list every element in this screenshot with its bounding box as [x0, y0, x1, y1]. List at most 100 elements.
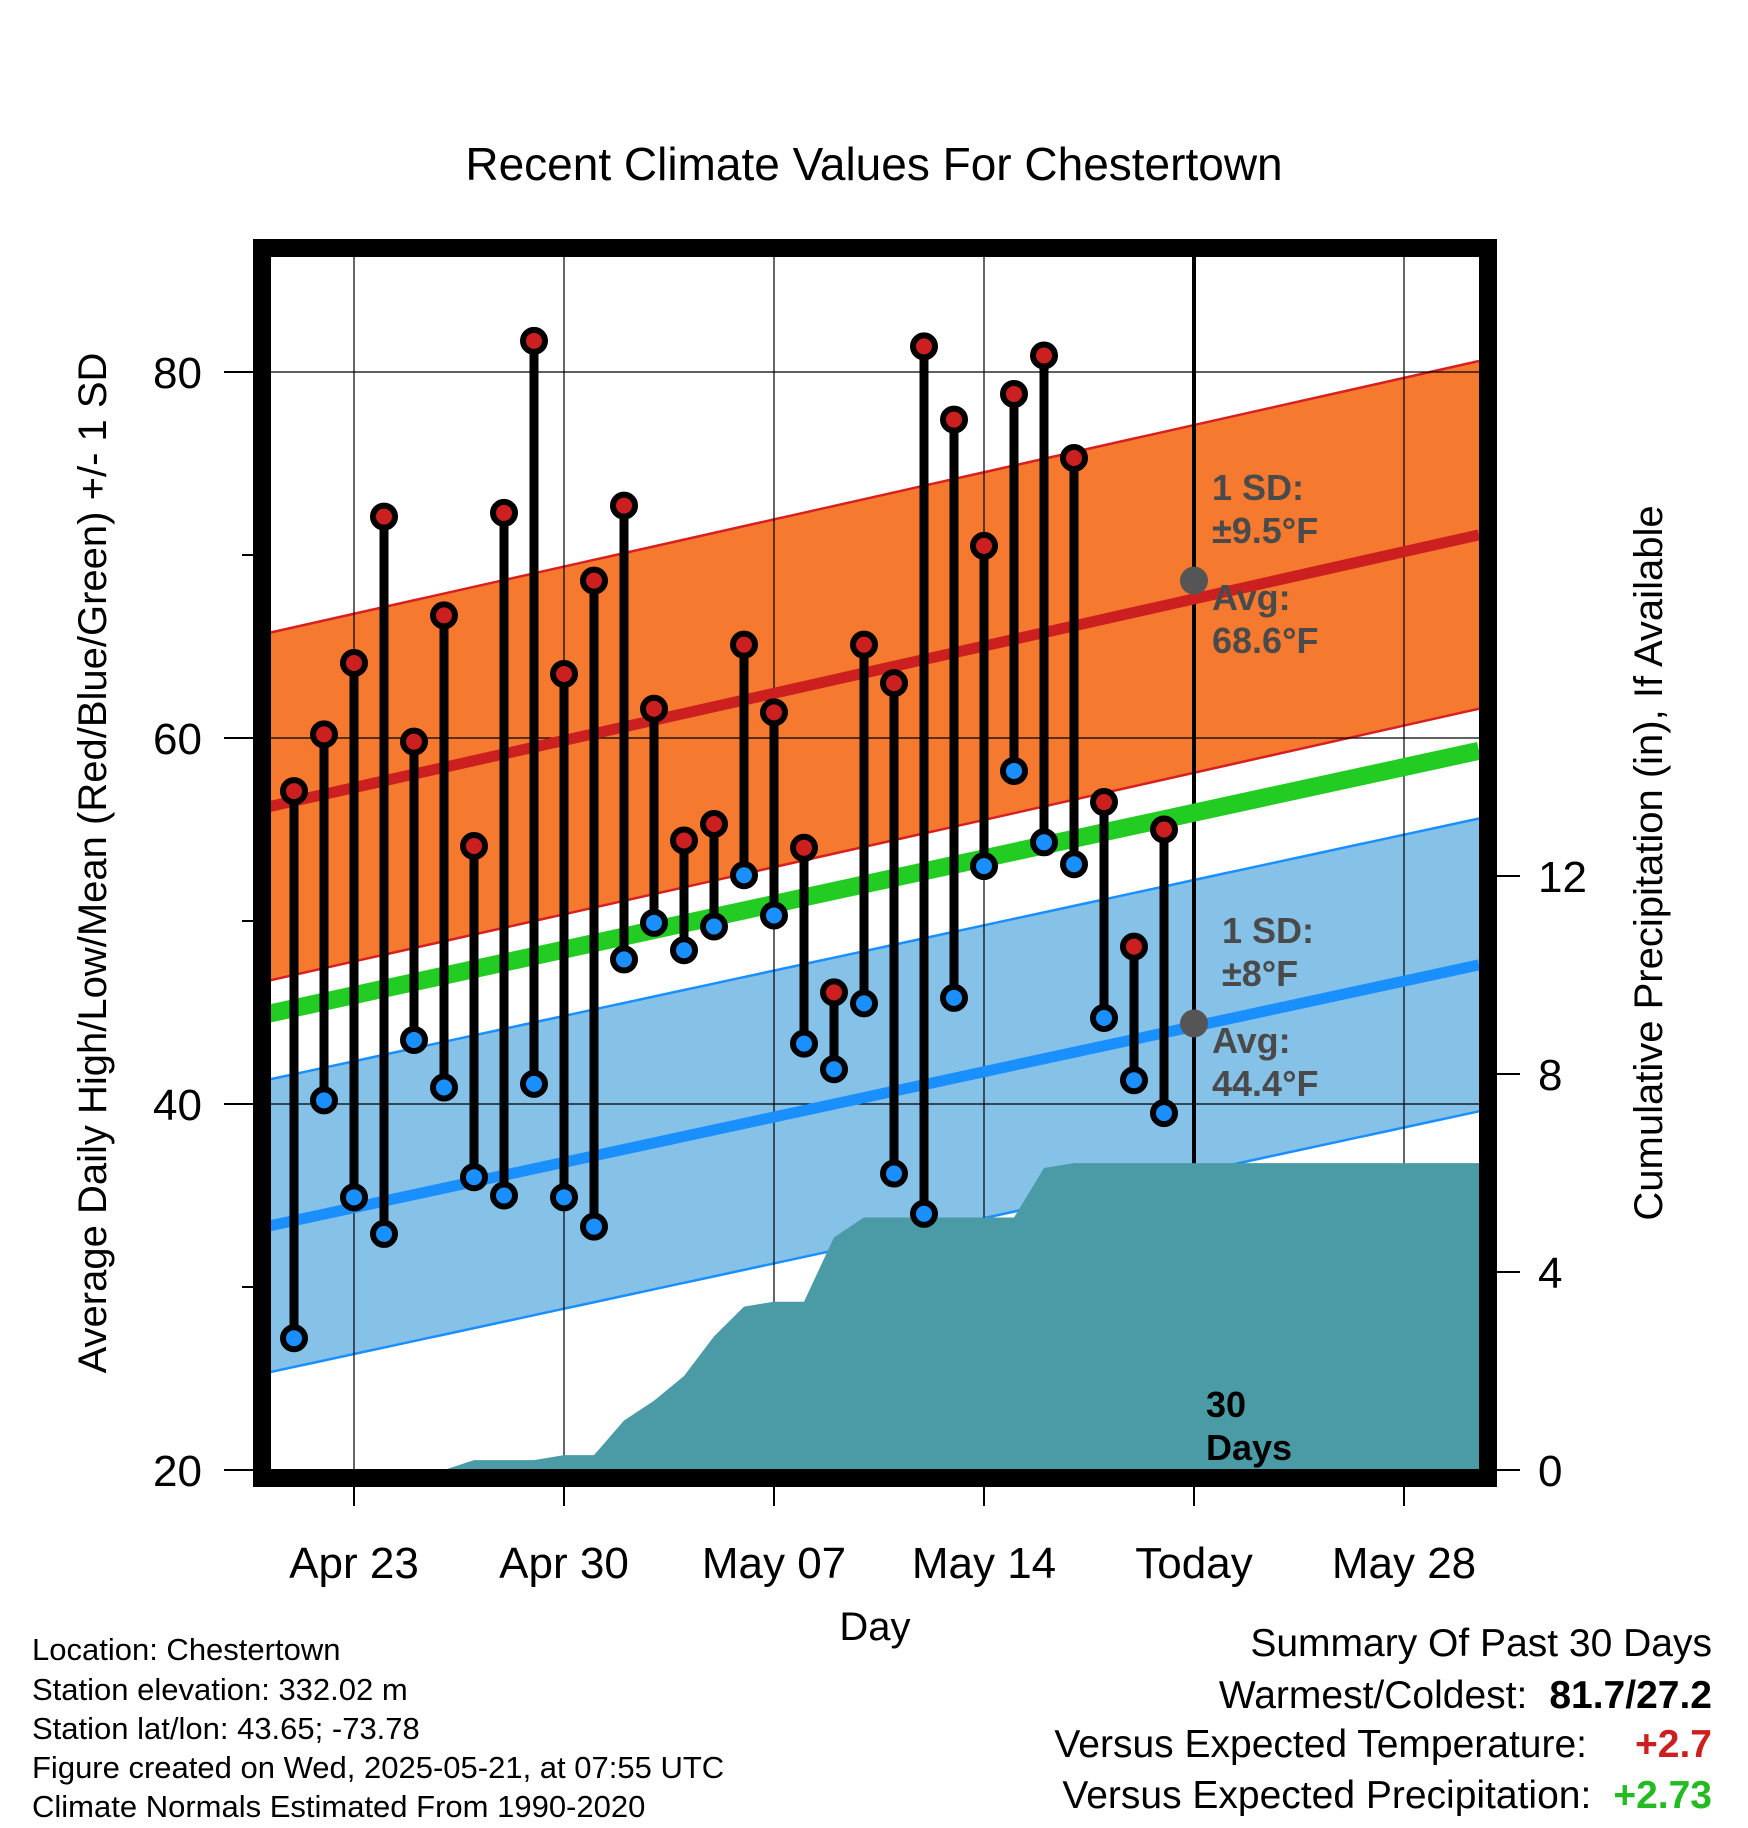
high-point	[1060, 444, 1088, 473]
high-point	[1120, 932, 1148, 961]
low-point	[1090, 1003, 1118, 1032]
high-point	[280, 777, 308, 806]
day-bar	[1030, 341, 1058, 857]
day-bar	[1120, 932, 1148, 1095]
low-point	[670, 936, 698, 965]
high-point	[1150, 815, 1178, 844]
summary-title-text: Summary Of Past 30 Days	[1250, 1622, 1712, 1665]
low-point	[610, 945, 638, 974]
high-point	[520, 326, 548, 355]
warmest-label: Warmest/Coldest:	[1218, 1674, 1528, 1717]
high-point	[400, 727, 428, 756]
day-bar	[820, 978, 848, 1084]
high-point	[940, 405, 968, 434]
precip-label: Versus Expected Precipitation:	[1062, 1774, 1592, 1817]
temp-label: Versus Expected Temperature:	[1054, 1723, 1587, 1766]
day-bar	[400, 727, 428, 1054]
high-sd-label: 1 SD:	[1212, 467, 1304, 508]
day-bar	[970, 531, 998, 881]
high-point	[430, 601, 458, 630]
x-tick-label-5: May 28	[1332, 1539, 1476, 1588]
low-point	[430, 1073, 458, 1102]
summary-warmest: Warmest/Coldest: 81.7/27.2	[1219, 1674, 1712, 1718]
high-point	[1030, 341, 1058, 370]
average-low-line	[262, 959, 1481, 1234]
day-bar	[790, 833, 818, 1058]
station-location: Location: Chestertown	[32, 1632, 341, 1667]
high-sd-band-upper-edge	[262, 359, 1480, 636]
today-high-marker	[1180, 566, 1208, 595]
day-bar	[580, 566, 608, 1241]
day-bar	[760, 698, 788, 930]
high-point	[910, 332, 938, 361]
high-point	[610, 491, 638, 520]
high-point	[580, 566, 608, 595]
x-axis-label: Day	[839, 1605, 910, 1649]
y2-axis-label: Cumulative Precipitation (in), If Availa…	[1627, 505, 1671, 1220]
y2-tick-label-2: 8	[1538, 1051, 1562, 1100]
day-bar	[880, 669, 908, 1188]
summary-precipitation: Versus Expected Precipitation: +2.73	[1062, 1774, 1712, 1818]
day-bar	[490, 498, 518, 1210]
station-elevation: Station elevation: 332.02 m	[32, 1672, 408, 1707]
day-bar	[1000, 379, 1028, 785]
y-axis-label: Average Daily High/Low/Mean (Red/Blue/Gr…	[71, 353, 115, 1374]
low-point	[550, 1183, 578, 1212]
x-tick-label-4: Today	[1135, 1539, 1252, 1588]
axis-ticks: 20 40 60 80 0 4 8 12 Apr 23 Apr 30 May 07 May 14 Tod…	[153, 349, 1587, 1588]
high-point	[790, 833, 818, 862]
low-point	[730, 861, 758, 890]
high-point	[1090, 788, 1118, 817]
low-point	[340, 1183, 368, 1212]
annotations: 1 SD: ±9.5°F Avg: 68.6°F 1 SD: ±8°F Avg:…	[1206, 467, 1318, 1468]
day-bar	[1090, 788, 1118, 1032]
day-bar	[280, 777, 308, 1353]
high-point	[460, 831, 488, 860]
warmest-value: 81.7/27.2	[1549, 1674, 1712, 1717]
low-point	[1150, 1099, 1178, 1128]
day-bar	[340, 648, 368, 1212]
low-avg-value: 44.4°F	[1212, 1063, 1318, 1104]
high-point	[730, 630, 758, 659]
x-tick-label-1: Apr 30	[499, 1539, 629, 1588]
day-bar	[940, 405, 968, 1012]
chart-title: Recent Climate Values For Chestertown	[465, 138, 1282, 190]
y-tick-label-0: 20	[153, 1447, 202, 1496]
precipitation-area	[262, 1163, 1479, 1470]
high-point	[880, 669, 908, 698]
low-point	[370, 1219, 398, 1248]
low-point	[400, 1025, 428, 1054]
high-point	[820, 978, 848, 1007]
high-sd-value: ±9.5°F	[1212, 510, 1318, 551]
day-bar	[640, 694, 668, 937]
figure-created: Figure created on Wed, 2025-05-21, at 07…	[32, 1750, 725, 1785]
high-avg-value: 68.6°F	[1212, 620, 1318, 661]
y2-tick-label-3: 12	[1538, 853, 1587, 902]
low-point	[1120, 1066, 1148, 1095]
low-point	[1060, 850, 1088, 879]
low-sd-value: ±8°F	[1222, 953, 1298, 994]
summary-temperature: Versus Expected Temperature: +2.7	[1054, 1723, 1712, 1767]
day-bar	[520, 326, 548, 1098]
today-low-marker	[1180, 1009, 1208, 1038]
low-point	[760, 901, 788, 930]
high-point	[760, 698, 788, 727]
high-point	[850, 630, 878, 659]
high-point	[370, 502, 398, 531]
y2-tick-label-1: 4	[1538, 1249, 1562, 1298]
summary-title: Summary Of Past 30 Days	[1250, 1622, 1712, 1666]
high-point	[310, 720, 338, 749]
day-bar	[1060, 444, 1088, 879]
low-point	[850, 989, 878, 1018]
high-point	[640, 694, 668, 723]
low-point	[1000, 756, 1028, 785]
low-point	[520, 1069, 548, 1098]
y2-tick-label-0: 0	[1538, 1447, 1562, 1496]
days-count: 30	[1206, 1384, 1246, 1425]
low-point	[310, 1086, 338, 1115]
day-bar	[1150, 815, 1178, 1128]
day-bar	[430, 601, 458, 1102]
precip-value: +2.73	[1613, 1774, 1712, 1817]
day-bar	[910, 332, 938, 1228]
x-tick-label-3: May 14	[912, 1539, 1056, 1588]
